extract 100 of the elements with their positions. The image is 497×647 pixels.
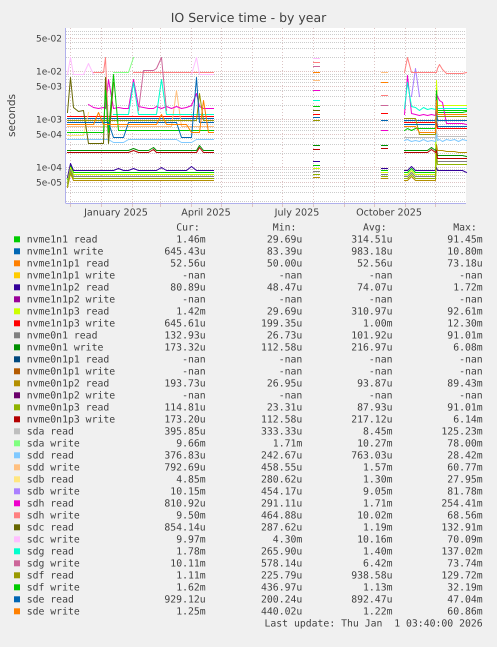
text: 4.85m (176, 474, 206, 486)
text: 26.73u (266, 330, 302, 342)
text: -nan (182, 366, 206, 378)
text: 938.58u (351, 570, 393, 582)
legend-label: sdg read (26, 546, 74, 558)
text: -nan (182, 390, 206, 402)
legend-label: sda read (26, 426, 74, 438)
text: -nan (459, 294, 483, 306)
text: Last update: Thu Jan 1 03:40:00 2026 (264, 618, 483, 630)
text: 242.67u (261, 450, 302, 462)
y-axis-title: seconds (6, 94, 18, 137)
text: 52.56u (170, 258, 206, 270)
legend-label: sdf read (26, 570, 74, 582)
text: -nan (182, 270, 206, 282)
text: 8.45m (363, 426, 393, 438)
y-tick-label: 5e-03 (36, 82, 62, 92)
text: 70.09m (447, 534, 483, 546)
text: 1.42m (176, 306, 206, 318)
text: 68.56m (447, 510, 483, 522)
legend-label: sdc read (26, 522, 74, 534)
text: 26.95u (266, 378, 302, 390)
text: 199.35u (261, 318, 302, 330)
legend-label: sde write (26, 606, 80, 618)
text: 1.71m (363, 498, 393, 510)
text: -nan (278, 354, 302, 366)
text: 1.19m (363, 522, 393, 534)
legend-label: nvme0n1p3 read (26, 402, 110, 414)
text: -nan (368, 294, 393, 306)
text: 92.61m (447, 306, 483, 318)
text: 9.05m (363, 486, 393, 498)
text: 810.92u (164, 498, 206, 510)
text: 132.93u (164, 330, 206, 342)
text: 217.12u (351, 414, 393, 426)
legend-label: nvme0n1 read (26, 330, 98, 342)
text: 9.66m (176, 438, 206, 450)
text: -nan (368, 390, 393, 402)
text: -nan (278, 390, 302, 402)
text: 12.30m (447, 318, 483, 330)
legend-label: nvme1n1p3 read (26, 306, 110, 318)
legend-label: sdb write (26, 486, 80, 498)
text: 291.11u (261, 498, 302, 510)
text: 91.01m (447, 402, 483, 414)
text: 193.73u (164, 378, 206, 390)
y-tick-label: 5e-05 (36, 178, 62, 188)
text: 89.43m (447, 378, 483, 390)
text: 1.30m (363, 474, 393, 486)
text: 10.11m (170, 558, 206, 570)
text: 854.14u (164, 522, 206, 534)
legend-label: nvme0n1p3 write (26, 414, 116, 426)
text: 436.97u (261, 582, 302, 594)
legend-label: nvme0n1p1 read (26, 354, 110, 366)
legend-label: sdg write (26, 558, 80, 570)
text: 27.95m (447, 474, 483, 486)
text: 6.08m (453, 342, 483, 354)
legend-label: sde read (26, 594, 74, 606)
text: 101.92u (351, 330, 393, 342)
text: 78.00m (447, 438, 483, 450)
text: 6.14m (453, 414, 483, 426)
x-tick-label: July 2025 (274, 208, 320, 218)
y-tick-label: 5e-04 (36, 130, 62, 140)
text: 50.00u (266, 258, 302, 270)
text: 254.41m (441, 498, 483, 510)
text: 892.47u (351, 594, 393, 606)
text: 1.78m (176, 546, 206, 558)
text: 52.56u (357, 258, 393, 270)
legend-label: nvme1n1p1 write (26, 270, 116, 282)
text: 114.81u (164, 402, 206, 414)
text: 645.43u (164, 246, 206, 258)
text: 112.58u (261, 414, 302, 426)
text: 47.04m (447, 594, 483, 606)
text: 60.86m (447, 606, 483, 618)
x-tick-label: April 2025 (181, 208, 231, 218)
legend-label: nvme1n1 read (26, 234, 98, 246)
text: 280.62u (261, 474, 302, 486)
text: 440.02u (261, 606, 302, 618)
legend-label: nvme1n1p3 write (26, 318, 116, 330)
text: -nan (459, 270, 483, 282)
text: 645.61u (164, 318, 206, 330)
text: 983.18u (351, 246, 393, 258)
text: -nan (368, 366, 393, 378)
legend-label: nvme0n1p2 read (26, 378, 110, 390)
text: 10.16m (357, 534, 393, 546)
text: Avg: (363, 222, 387, 234)
text: 87.93u (357, 402, 393, 414)
text: 73.18u (447, 258, 483, 270)
text: 137.02m (441, 546, 483, 558)
text: 1.40m (363, 546, 393, 558)
text: 792.69u (164, 462, 206, 474)
text: 1.62m (176, 582, 206, 594)
text: 454.17u (261, 486, 302, 498)
text: 1.13m (363, 582, 393, 594)
text: 29.69u (266, 234, 302, 246)
text: 10.02m (357, 510, 393, 522)
text: 395.85u (164, 426, 206, 438)
y-tick-label: 1e-04 (36, 164, 62, 174)
text: -nan (278, 294, 302, 306)
text: 74.07u (357, 282, 393, 294)
legend-label: nvme0n1 write (26, 342, 104, 354)
text: 314.51u (351, 234, 393, 246)
text: Max: (453, 222, 477, 234)
